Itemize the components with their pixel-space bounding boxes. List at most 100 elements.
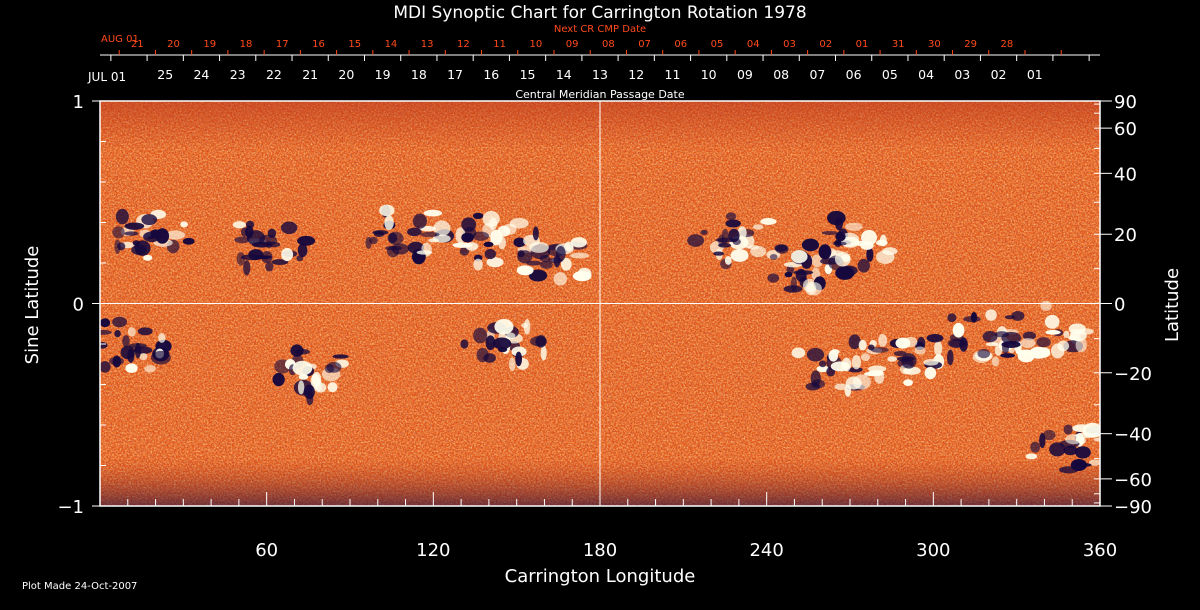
negative-flux-patch xyxy=(248,249,264,261)
next-cr-date-label: 28 xyxy=(1001,39,1014,50)
negative-flux-patch xyxy=(532,226,539,241)
cmp-date-label: 20 xyxy=(338,67,354,82)
positive-flux-patch xyxy=(125,363,138,374)
negative-flux-patch xyxy=(132,240,140,246)
positive-flux-patch xyxy=(494,318,514,335)
negative-flux-patch xyxy=(790,276,798,293)
positive-flux-patch xyxy=(158,333,166,343)
next-cr-date-label: 18 xyxy=(240,39,253,50)
negative-flux-patch xyxy=(517,250,525,258)
negative-flux-patch xyxy=(100,361,111,373)
positive-flux-patch xyxy=(1065,434,1082,445)
cmp-axis-title: Central Meridian Passage Date xyxy=(515,88,684,101)
positive-flux-patch xyxy=(516,265,534,276)
cmp-date-label: 05 xyxy=(882,67,898,82)
positive-flux-patch xyxy=(486,257,504,268)
x-tick-label: 60 xyxy=(255,540,278,561)
negative-flux-patch xyxy=(870,347,889,353)
active-region xyxy=(801,210,898,273)
lat-tick-label: 40 xyxy=(1114,164,1137,185)
positive-flux-patch xyxy=(1015,349,1028,355)
positive-flux-patch xyxy=(851,355,862,370)
negative-flux-patch xyxy=(290,344,304,357)
negative-flux-patch xyxy=(100,318,111,328)
next-cr-date-label: 06 xyxy=(674,39,687,50)
negative-flux-patch xyxy=(848,334,861,350)
positive-flux-patch xyxy=(878,334,888,347)
negative-flux-patch xyxy=(528,269,548,282)
positive-flux-patch xyxy=(292,360,313,376)
positive-flux-patch xyxy=(139,352,148,361)
cmp-date-label: 16 xyxy=(483,67,499,82)
negative-flux-patch xyxy=(835,217,843,231)
negative-flux-patch xyxy=(1074,446,1091,459)
negative-flux-patch xyxy=(114,330,121,338)
negative-flux-patch xyxy=(492,337,512,350)
y-tick-label-left: −1 xyxy=(57,497,84,518)
positive-flux-patch xyxy=(423,209,443,217)
positive-flux-patch xyxy=(506,332,516,340)
positive-flux-patch xyxy=(1025,453,1038,460)
negative-flux-patch xyxy=(818,244,832,260)
negative-flux-patch xyxy=(236,252,246,266)
active-region xyxy=(452,210,540,271)
active-region xyxy=(100,316,172,374)
positive-flux-patch xyxy=(281,247,294,262)
negative-flux-patch xyxy=(947,313,957,323)
positive-flux-patch xyxy=(1063,330,1070,338)
grid-lines xyxy=(100,101,1100,506)
next-cr-date-label: 03 xyxy=(783,39,796,50)
negative-flux-patch xyxy=(124,222,145,230)
negative-flux-patch xyxy=(515,351,523,367)
negative-flux-patch xyxy=(100,341,108,349)
next-cr-date-label: 16 xyxy=(312,39,325,50)
positive-flux-patch xyxy=(844,384,852,397)
positive-flux-patch xyxy=(760,218,777,225)
positive-flux-patch xyxy=(529,241,549,253)
active-region xyxy=(272,344,349,406)
negative-flux-patch xyxy=(1001,331,1022,345)
positive-flux-patch xyxy=(923,359,939,366)
positive-flux-patch xyxy=(790,250,808,264)
positive-flux-patch xyxy=(553,272,568,286)
negative-flux-patch xyxy=(246,230,266,246)
positive-flux-patch xyxy=(887,356,897,362)
negative-flux-patch xyxy=(539,254,551,263)
cmp-date-label: 23 xyxy=(230,67,246,82)
active-regions xyxy=(100,204,1100,474)
negative-flux-patch xyxy=(271,259,289,265)
cmp-date-label: 04 xyxy=(918,67,934,82)
negative-flux-patch xyxy=(1000,353,1016,358)
positive-flux-patch xyxy=(1093,437,1100,442)
negative-flux-patch xyxy=(806,347,825,362)
positive-flux-patch xyxy=(858,339,867,351)
positive-flux-patch xyxy=(511,346,527,357)
next-cr-date-label: 01 xyxy=(856,39,869,50)
active-region xyxy=(516,226,592,286)
negative-flux-patch xyxy=(369,236,378,245)
negative-flux-patch xyxy=(483,241,494,248)
lat-tick-label: 20 xyxy=(1114,225,1137,246)
positive-flux-patch xyxy=(384,215,394,230)
cmp-date-label: 17 xyxy=(447,67,463,82)
negative-flux-patch xyxy=(234,236,250,244)
cmp-date-label: 10 xyxy=(701,67,717,82)
negative-flux-patch xyxy=(100,329,112,335)
lat-tick-label: −20 xyxy=(1114,364,1152,385)
next-cr-date-label: 15 xyxy=(348,39,361,50)
negative-flux-patch xyxy=(483,353,496,363)
next-cr-axis-title: Next CR CMP Date xyxy=(554,24,646,35)
cmp-date-label: 15 xyxy=(520,67,536,82)
negative-flux-patch xyxy=(1063,424,1073,435)
cmp-date-label: 11 xyxy=(665,67,681,82)
next-cr-date-label: 19 xyxy=(203,39,216,50)
positive-flux-patch xyxy=(232,221,247,229)
positive-flux-patch xyxy=(985,342,999,347)
positive-flux-patch xyxy=(416,250,433,255)
next-cr-date-label: 02 xyxy=(819,39,832,50)
positive-flux-patch xyxy=(724,255,732,265)
cmp-date-label: 14 xyxy=(556,67,572,82)
negative-flux-patch xyxy=(821,230,838,235)
negative-flux-patch xyxy=(832,241,847,246)
